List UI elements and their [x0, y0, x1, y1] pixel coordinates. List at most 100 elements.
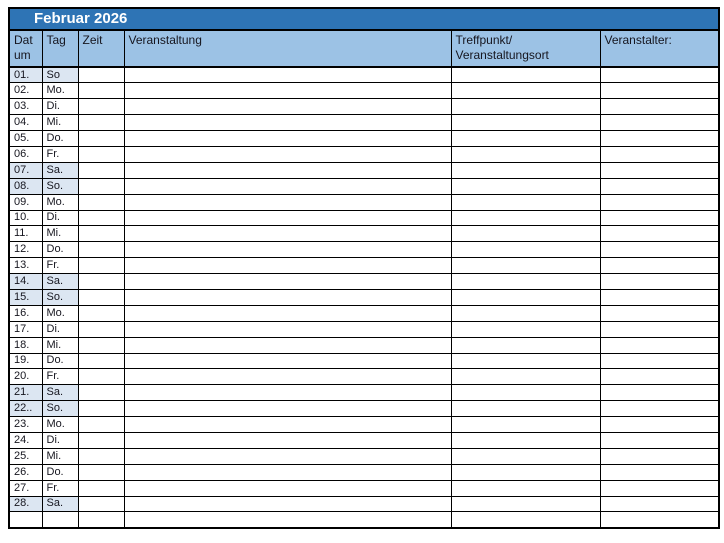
- veranstalter-cell[interactable]: [599, 114, 720, 132]
- zeit-cell[interactable]: [77, 241, 125, 259]
- veranstalter-cell[interactable]: [599, 479, 720, 497]
- treffpunkt-cell[interactable]: [450, 416, 601, 433]
- veranstaltung-cell[interactable]: [123, 304, 452, 322]
- treffpunkt-cell[interactable]: [450, 288, 601, 306]
- veranstaltung-cell[interactable]: [123, 98, 452, 116]
- veranstalter-cell[interactable]: [599, 352, 720, 370]
- zeit-cell[interactable]: [77, 352, 125, 370]
- zeit-cell[interactable]: [77, 257, 125, 275]
- veranstalter-cell[interactable]: [599, 98, 720, 116]
- treffpunkt-cell[interactable]: [450, 225, 601, 243]
- veranstalter-cell[interactable]: [599, 82, 720, 100]
- treffpunkt-cell[interactable]: [450, 114, 601, 132]
- veranstaltung-cell[interactable]: [123, 336, 452, 354]
- treffpunkt-cell[interactable]: [450, 511, 601, 529]
- veranstalter-cell[interactable]: [599, 241, 720, 259]
- veranstalter-cell[interactable]: [599, 368, 720, 386]
- zeit-cell[interactable]: [77, 400, 125, 418]
- treffpunkt-cell[interactable]: [450, 447, 601, 465]
- veranstalter-cell[interactable]: [599, 130, 720, 147]
- veranstalter-cell[interactable]: [599, 511, 720, 529]
- veranstaltung-cell[interactable]: [123, 511, 452, 529]
- treffpunkt-cell[interactable]: [450, 193, 601, 211]
- zeit-cell[interactable]: [77, 145, 125, 163]
- veranstaltung-cell[interactable]: [123, 384, 452, 402]
- zeit-cell[interactable]: [77, 273, 125, 290]
- treffpunkt-cell[interactable]: [450, 145, 601, 163]
- zeit-cell[interactable]: [77, 463, 125, 481]
- veranstaltung-cell[interactable]: [123, 447, 452, 465]
- veranstaltung-cell[interactable]: [123, 257, 452, 275]
- veranstaltung-cell[interactable]: [123, 82, 452, 100]
- veranstaltung-cell[interactable]: [123, 400, 452, 418]
- veranstaltung-cell[interactable]: [123, 416, 452, 433]
- veranstaltung-cell[interactable]: [123, 368, 452, 386]
- treffpunkt-cell[interactable]: [450, 161, 601, 179]
- veranstalter-cell[interactable]: [599, 257, 720, 275]
- veranstalter-cell[interactable]: [599, 273, 720, 290]
- veranstaltung-cell[interactable]: [123, 145, 452, 163]
- veranstalter-cell[interactable]: [599, 495, 720, 513]
- treffpunkt-cell[interactable]: [450, 320, 601, 338]
- treffpunkt-cell[interactable]: [450, 241, 601, 259]
- zeit-cell[interactable]: [77, 288, 125, 306]
- veranstaltung-cell[interactable]: [123, 479, 452, 497]
- veranstalter-cell[interactable]: [599, 400, 720, 418]
- veranstaltung-cell[interactable]: [123, 273, 452, 290]
- zeit-cell[interactable]: [77, 368, 125, 386]
- treffpunkt-cell[interactable]: [450, 273, 601, 290]
- veranstalter-cell[interactable]: [599, 288, 720, 306]
- zeit-cell[interactable]: [77, 384, 125, 402]
- veranstaltung-cell[interactable]: [123, 209, 452, 227]
- zeit-cell[interactable]: [77, 479, 125, 497]
- treffpunkt-cell[interactable]: [450, 384, 601, 402]
- veranstalter-cell[interactable]: [599, 336, 720, 354]
- veranstalter-cell[interactable]: [599, 384, 720, 402]
- veranstaltung-cell[interactable]: [123, 177, 452, 195]
- treffpunkt-cell[interactable]: [450, 209, 601, 227]
- veranstalter-cell[interactable]: [599, 447, 720, 465]
- treffpunkt-cell[interactable]: [450, 66, 601, 84]
- veranstaltung-cell[interactable]: [123, 193, 452, 211]
- treffpunkt-cell[interactable]: [450, 82, 601, 100]
- zeit-cell[interactable]: [77, 225, 125, 243]
- zeit-cell[interactable]: [77, 66, 125, 84]
- treffpunkt-cell[interactable]: [450, 479, 601, 497]
- veranstaltung-cell[interactable]: [123, 114, 452, 132]
- veranstalter-cell[interactable]: [599, 66, 720, 84]
- veranstaltung-cell[interactable]: [123, 352, 452, 370]
- veranstalter-cell[interactable]: [599, 177, 720, 195]
- veranstalter-cell[interactable]: [599, 431, 720, 449]
- zeit-cell[interactable]: [77, 416, 125, 433]
- veranstalter-cell[interactable]: [599, 416, 720, 433]
- zeit-cell[interactable]: [77, 130, 125, 147]
- veranstaltung-cell[interactable]: [123, 66, 452, 84]
- zeit-cell[interactable]: [77, 193, 125, 211]
- veranstaltung-cell[interactable]: [123, 463, 452, 481]
- veranstalter-cell[interactable]: [599, 320, 720, 338]
- zeit-cell[interactable]: [77, 447, 125, 465]
- zeit-cell[interactable]: [77, 177, 125, 195]
- treffpunkt-cell[interactable]: [450, 352, 601, 370]
- veranstaltung-cell[interactable]: [123, 495, 452, 513]
- veranstaltung-cell[interactable]: [123, 320, 452, 338]
- veranstaltung-cell[interactable]: [123, 130, 452, 147]
- veranstalter-cell[interactable]: [599, 304, 720, 322]
- veranstaltung-cell[interactable]: [123, 288, 452, 306]
- treffpunkt-cell[interactable]: [450, 400, 601, 418]
- veranstaltung-cell[interactable]: [123, 241, 452, 259]
- treffpunkt-cell[interactable]: [450, 336, 601, 354]
- zeit-cell[interactable]: [77, 161, 125, 179]
- zeit-cell[interactable]: [77, 304, 125, 322]
- zeit-cell[interactable]: [77, 495, 125, 513]
- zeit-cell[interactable]: [77, 114, 125, 132]
- treffpunkt-cell[interactable]: [450, 257, 601, 275]
- veranstaltung-cell[interactable]: [123, 431, 452, 449]
- zeit-cell[interactable]: [77, 431, 125, 449]
- zeit-cell[interactable]: [77, 98, 125, 116]
- treffpunkt-cell[interactable]: [450, 98, 601, 116]
- veranstalter-cell[interactable]: [599, 225, 720, 243]
- veranstaltung-cell[interactable]: [123, 161, 452, 179]
- veranstalter-cell[interactable]: [599, 145, 720, 163]
- treffpunkt-cell[interactable]: [450, 495, 601, 513]
